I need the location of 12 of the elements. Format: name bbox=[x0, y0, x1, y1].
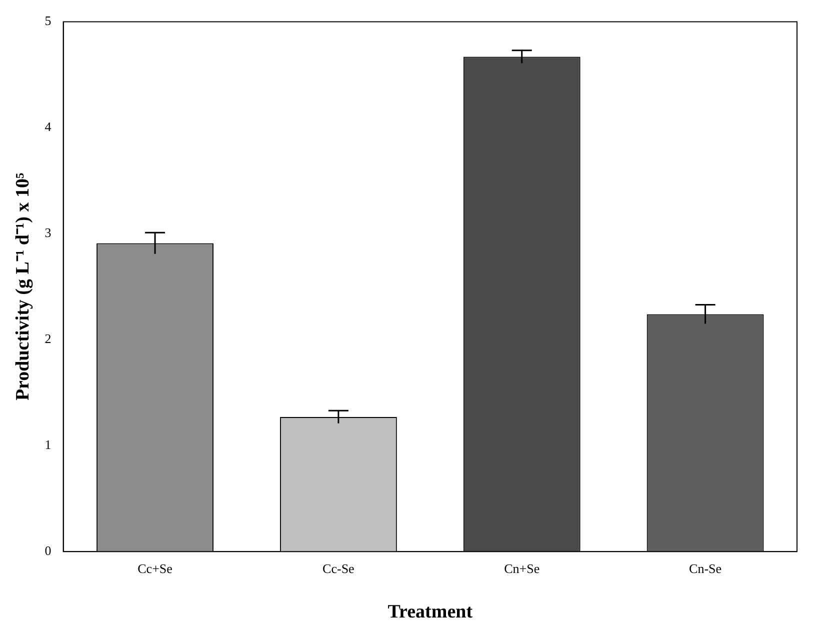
y-tick-label: 5 bbox=[44, 13, 52, 28]
y-tick-label: 0 bbox=[44, 543, 52, 558]
x-tick-label: Cn-Se bbox=[689, 560, 722, 576]
x-tick-label: Cn+Se bbox=[504, 560, 540, 576]
x-axis-title: Treatment bbox=[388, 602, 474, 623]
y-axis-title: Productivity (g L⁻¹ d⁻¹) x 10⁵ bbox=[12, 172, 34, 401]
y-tick-label: 1 bbox=[44, 437, 52, 452]
x-tick-label: Cc+Se bbox=[138, 560, 173, 576]
x-tick-label: Cc-Se bbox=[322, 560, 355, 576]
y-tick-label: 3 bbox=[44, 225, 52, 240]
y-tick-label: 2 bbox=[44, 331, 52, 346]
y-tick-label: 4 bbox=[44, 119, 52, 134]
